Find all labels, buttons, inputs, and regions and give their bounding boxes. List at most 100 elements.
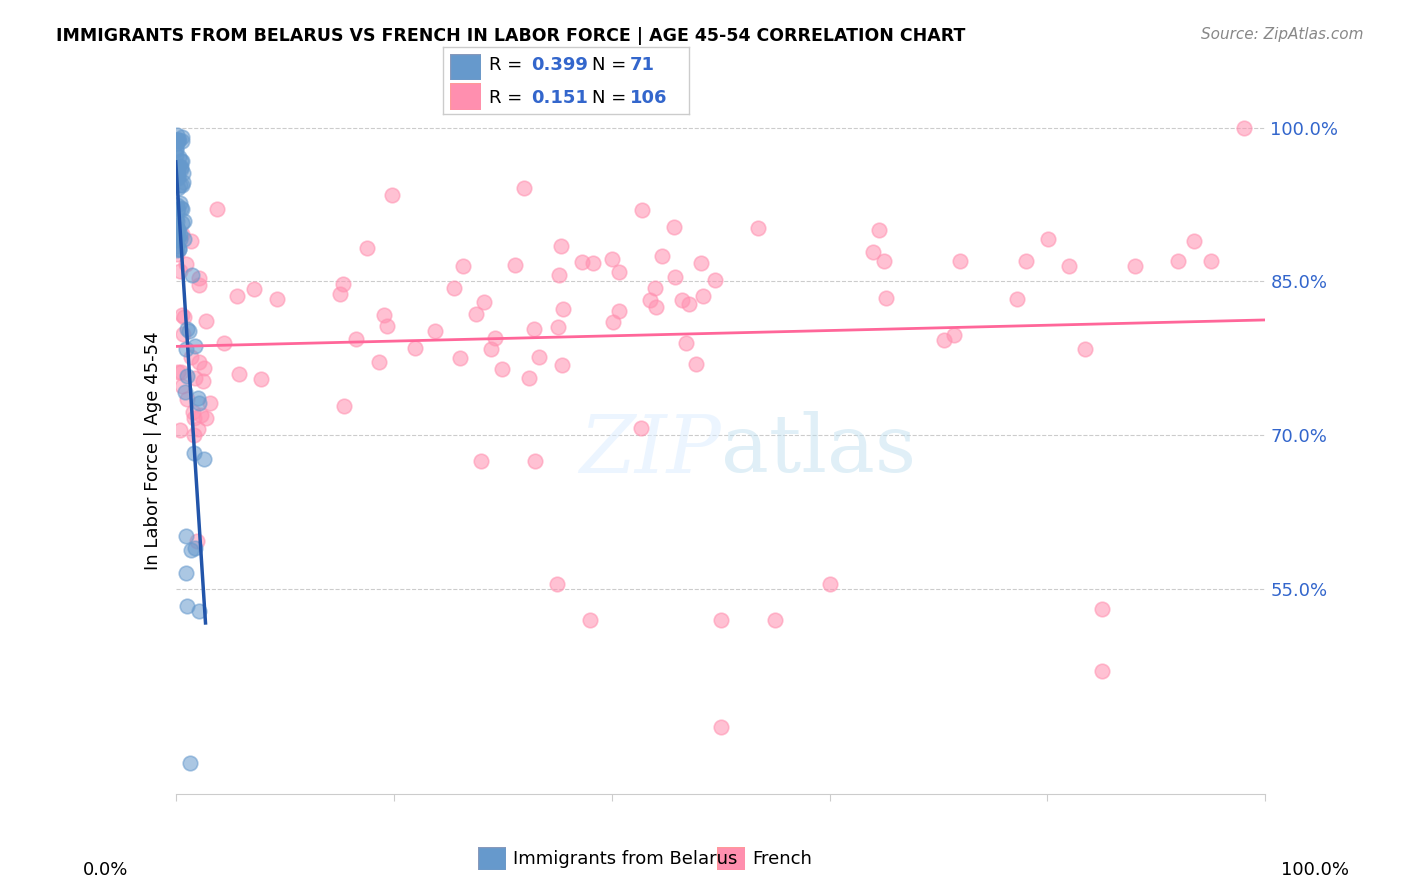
Point xyxy=(513,181,536,195)
Point xyxy=(184,338,207,352)
Point xyxy=(550,239,572,253)
Point xyxy=(381,188,404,202)
Point xyxy=(1091,664,1114,678)
Point xyxy=(167,243,190,257)
Point xyxy=(579,613,602,627)
Point xyxy=(187,392,209,406)
Point xyxy=(174,385,197,400)
Point xyxy=(332,277,354,292)
Point xyxy=(172,327,194,342)
Point xyxy=(166,136,188,150)
Point xyxy=(174,342,197,356)
Point xyxy=(664,219,686,234)
Point xyxy=(675,335,697,350)
Point xyxy=(373,308,395,322)
Point xyxy=(644,301,666,315)
Point xyxy=(180,542,202,557)
Point xyxy=(169,160,191,174)
Point xyxy=(607,303,630,318)
Point xyxy=(193,360,215,375)
Text: R =: R = xyxy=(489,89,529,107)
Point xyxy=(710,613,733,627)
Point xyxy=(176,599,198,614)
Point xyxy=(169,196,191,211)
Point xyxy=(484,331,506,345)
Point xyxy=(172,166,194,180)
Point xyxy=(228,368,250,382)
Point xyxy=(188,270,211,285)
Point xyxy=(166,128,188,143)
Point xyxy=(704,273,727,287)
Point xyxy=(193,451,215,466)
Point xyxy=(167,159,190,173)
Point xyxy=(183,446,205,460)
Point xyxy=(174,257,197,271)
Point xyxy=(472,295,495,310)
Point xyxy=(523,322,546,336)
Point xyxy=(169,201,191,215)
Point xyxy=(172,379,194,393)
Text: ZIP: ZIP xyxy=(579,412,721,489)
Point xyxy=(1091,602,1114,616)
Point xyxy=(692,289,714,303)
Point xyxy=(1074,342,1097,356)
Point xyxy=(671,293,693,308)
Point xyxy=(862,245,884,260)
Point xyxy=(165,166,187,180)
Point xyxy=(179,756,201,771)
Point xyxy=(194,313,217,327)
Point xyxy=(551,358,574,372)
Point xyxy=(170,153,193,168)
Point xyxy=(465,307,488,321)
Text: N =: N = xyxy=(592,56,631,74)
Point xyxy=(551,301,574,316)
Point xyxy=(602,315,624,329)
Point xyxy=(166,214,188,228)
Point xyxy=(344,332,367,346)
Point xyxy=(176,566,198,580)
Text: N =: N = xyxy=(592,89,631,107)
Point xyxy=(225,289,247,303)
Point xyxy=(582,256,605,270)
Point xyxy=(425,324,447,338)
Point xyxy=(169,242,191,256)
Point xyxy=(638,293,661,307)
Point xyxy=(449,351,471,365)
Point xyxy=(266,292,288,306)
Point xyxy=(174,528,197,542)
Text: French: French xyxy=(752,850,813,868)
Point xyxy=(170,154,193,169)
Point xyxy=(1232,120,1256,135)
Point xyxy=(167,180,190,194)
Point xyxy=(1167,253,1189,268)
Point xyxy=(166,198,188,212)
Point xyxy=(180,235,202,249)
Point xyxy=(329,286,352,301)
Point xyxy=(443,281,465,295)
Point xyxy=(170,216,193,230)
Point xyxy=(453,259,475,273)
Point xyxy=(205,202,228,217)
Point xyxy=(165,233,187,247)
Text: Source: ZipAtlas.com: Source: ZipAtlas.com xyxy=(1201,27,1364,42)
Point xyxy=(170,161,193,176)
Y-axis label: In Labor Force | Age 45-54: In Labor Force | Age 45-54 xyxy=(143,331,162,570)
Point xyxy=(176,369,198,384)
Point xyxy=(167,162,190,177)
Point xyxy=(167,150,190,164)
Point xyxy=(1036,231,1059,245)
Text: 71: 71 xyxy=(630,56,655,74)
Point xyxy=(517,371,540,385)
Point xyxy=(176,322,198,336)
Point xyxy=(243,282,266,296)
Point xyxy=(356,241,378,255)
Point xyxy=(165,211,187,226)
Point xyxy=(690,255,713,269)
Point xyxy=(184,541,207,556)
Point xyxy=(250,372,273,386)
Point xyxy=(181,405,204,419)
Point xyxy=(404,342,426,356)
Point xyxy=(932,333,955,347)
Point xyxy=(600,252,623,267)
Text: atlas: atlas xyxy=(721,411,915,490)
